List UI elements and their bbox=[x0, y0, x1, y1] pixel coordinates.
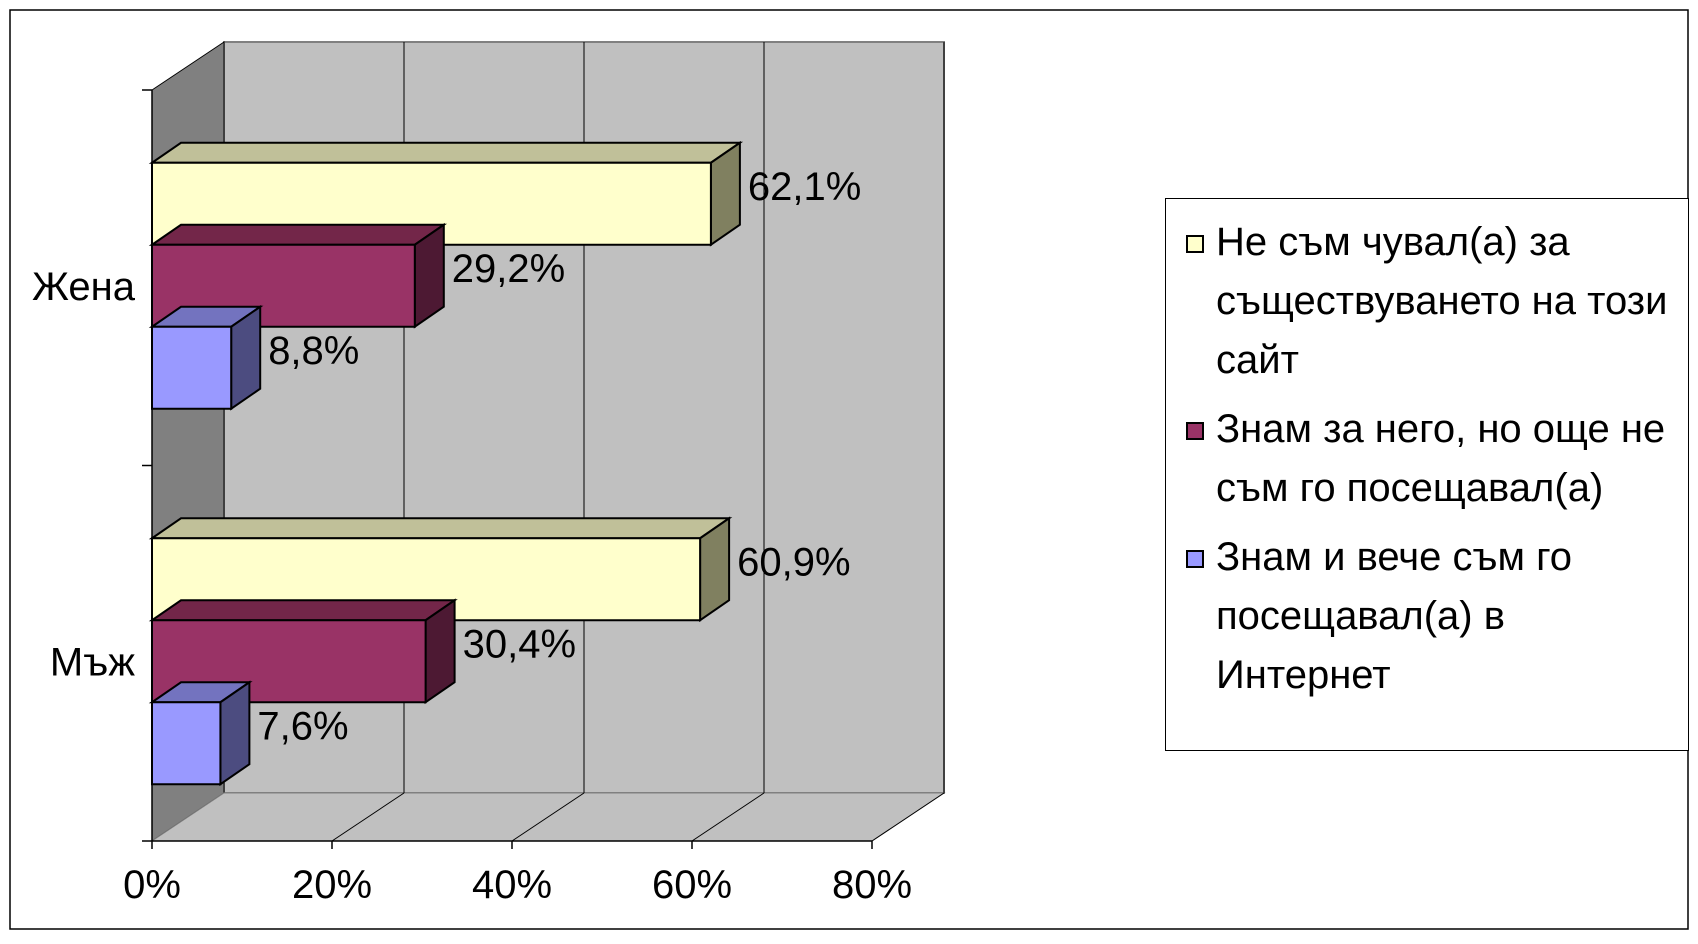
bar-top bbox=[148, 223, 448, 246]
bar-top bbox=[148, 517, 733, 540]
chart-axes: 0% 20% 40% 60% 80% Мъж Жена bbox=[32, 89, 912, 907]
data-label: 7,6% bbox=[257, 704, 348, 748]
data-label: 8,8% bbox=[268, 329, 359, 373]
bar-top bbox=[148, 141, 744, 164]
y-category-label: Жена bbox=[32, 265, 136, 309]
data-label: 62,1% bbox=[748, 165, 861, 209]
data-label: 30,4% bbox=[463, 622, 576, 666]
legend-label: Знам за него, но още не съм го посещавал… bbox=[1216, 407, 1666, 510]
data-label: 29,2% bbox=[452, 247, 565, 291]
x-tick-label: 80% bbox=[832, 863, 912, 907]
legend-item: Знам за него, но още не съм го посещавал… bbox=[1186, 400, 1678, 518]
x-tick-label: 0% bbox=[123, 863, 181, 907]
gridline-floor bbox=[511, 792, 585, 842]
gridline-floor bbox=[331, 792, 405, 842]
legend-label: Знам и вече съм го посещавал(а) в Интерн… bbox=[1216, 535, 1573, 697]
gridline-floor bbox=[691, 792, 765, 842]
legend-item: Не съм чувал(а) за съществуването на тоз… bbox=[1186, 213, 1678, 390]
bar bbox=[151, 701, 222, 786]
legend-label: Не съм чувал(а) за съществуването на тоз… bbox=[1216, 220, 1668, 382]
y-category-label: Мъж bbox=[50, 640, 135, 684]
chart-legend: Не съм чувал(а) за съществуването на тоз… bbox=[1165, 198, 1689, 751]
legend-swatch bbox=[1186, 422, 1204, 440]
legend-item: Знам и вече съм го посещавал(а) в Интерн… bbox=[1186, 528, 1678, 705]
chart-bars bbox=[148, 140, 744, 787]
gridline-floor bbox=[871, 792, 945, 842]
bar-top bbox=[148, 599, 458, 622]
x-tick-label: 40% bbox=[472, 863, 552, 907]
chart-labels: 60,9% 30,4% 7,6% 62,1% 29,2% 8,8% bbox=[257, 165, 861, 749]
legend-swatch bbox=[1186, 550, 1204, 568]
x-tick-label: 60% bbox=[652, 863, 732, 907]
data-label: 60,9% bbox=[737, 540, 850, 584]
bar bbox=[151, 325, 233, 410]
x-tick-label: 20% bbox=[292, 863, 372, 907]
legend-swatch bbox=[1186, 235, 1204, 253]
